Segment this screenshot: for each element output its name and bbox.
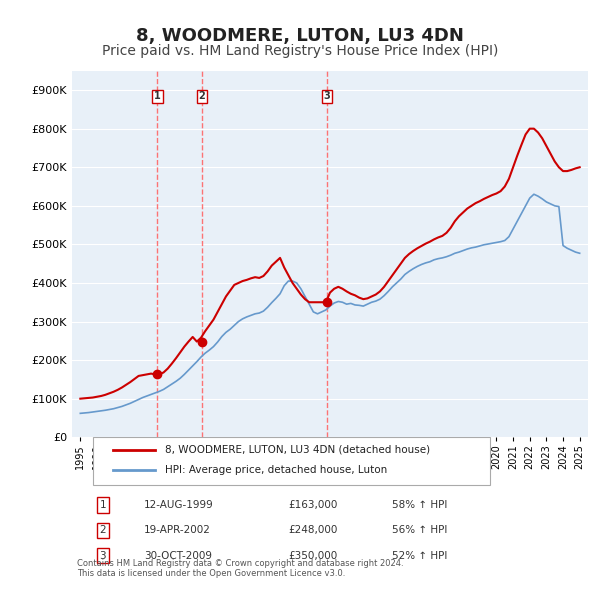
Text: 3: 3: [100, 550, 106, 560]
Text: 3: 3: [324, 91, 331, 101]
Text: £350,000: £350,000: [289, 550, 338, 560]
Text: 8, WOODMERE, LUTON, LU3 4DN: 8, WOODMERE, LUTON, LU3 4DN: [136, 27, 464, 45]
Text: £248,000: £248,000: [289, 525, 338, 535]
Text: 19-APR-2002: 19-APR-2002: [144, 525, 211, 535]
Text: HPI: Average price, detached house, Luton: HPI: Average price, detached house, Luto…: [165, 465, 387, 475]
Text: 2: 2: [199, 91, 205, 101]
FancyBboxPatch shape: [92, 437, 490, 485]
Text: 56% ↑ HPI: 56% ↑ HPI: [392, 525, 447, 535]
Text: 8, WOODMERE, LUTON, LU3 4DN (detached house): 8, WOODMERE, LUTON, LU3 4DN (detached ho…: [165, 445, 430, 455]
Text: 2: 2: [100, 525, 106, 535]
Text: 1: 1: [100, 500, 106, 510]
Text: 1: 1: [154, 91, 161, 101]
Text: 30-OCT-2009: 30-OCT-2009: [144, 550, 212, 560]
Text: 12-AUG-1999: 12-AUG-1999: [144, 500, 214, 510]
Text: Contains HM Land Registry data © Crown copyright and database right 2024.
This d: Contains HM Land Registry data © Crown c…: [77, 559, 404, 578]
Text: 52% ↑ HPI: 52% ↑ HPI: [392, 550, 447, 560]
Text: Price paid vs. HM Land Registry's House Price Index (HPI): Price paid vs. HM Land Registry's House …: [102, 44, 498, 58]
Text: 58% ↑ HPI: 58% ↑ HPI: [392, 500, 447, 510]
Text: £163,000: £163,000: [289, 500, 338, 510]
